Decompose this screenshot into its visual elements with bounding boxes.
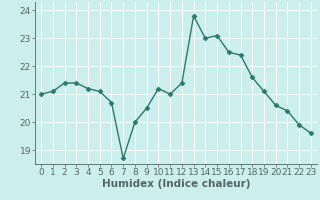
X-axis label: Humidex (Indice chaleur): Humidex (Indice chaleur): [102, 179, 250, 189]
